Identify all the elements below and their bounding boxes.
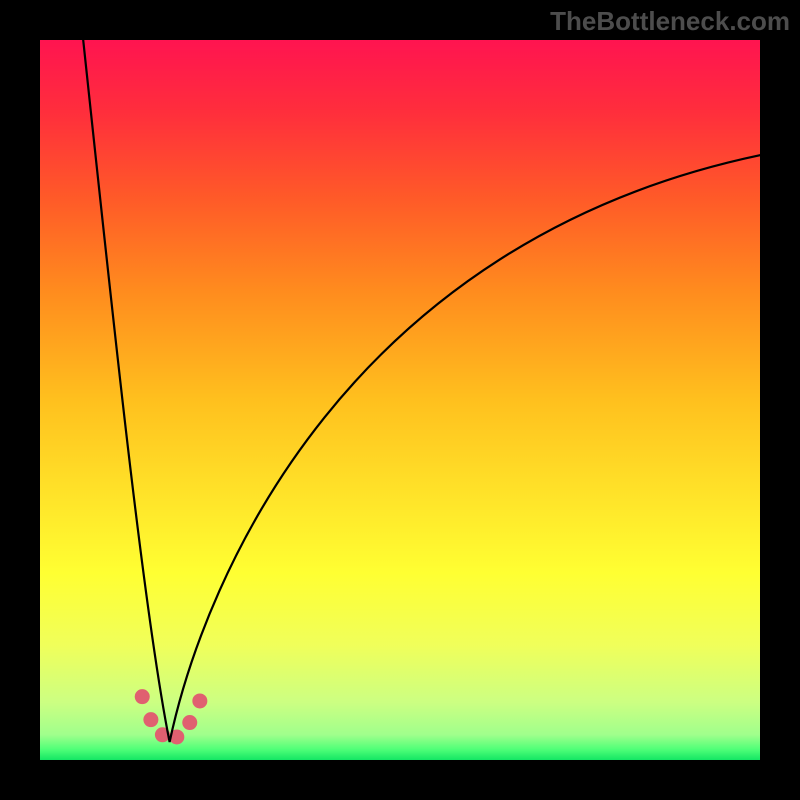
plot-area [40, 40, 760, 760]
valley-dot-4 [182, 715, 197, 730]
bottleneck-chart [0, 0, 800, 800]
chart-root: TheBottleneck.com [0, 0, 800, 800]
valley-dot-0 [135, 689, 150, 704]
valley-dot-5 [192, 693, 207, 708]
valley-dot-1 [143, 712, 158, 727]
watermark-text: TheBottleneck.com [550, 6, 790, 37]
